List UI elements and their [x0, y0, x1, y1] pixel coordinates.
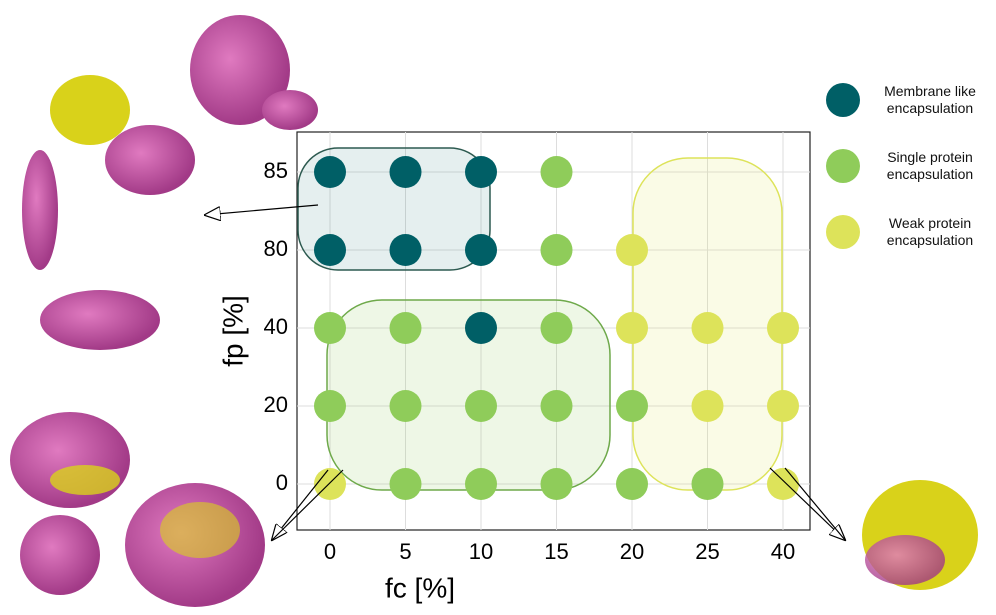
y-tick-label: 20	[264, 392, 288, 417]
point	[314, 468, 346, 500]
point	[390, 234, 422, 266]
point	[541, 312, 573, 344]
point	[314, 390, 346, 422]
y-tick-label: 80	[264, 236, 288, 261]
x-tick-label: 40	[771, 539, 795, 564]
legend-label: Weak protein encapsulation	[860, 215, 996, 249]
point	[465, 234, 497, 266]
x-tick-label: 0	[324, 539, 336, 564]
legend-marker	[826, 149, 860, 183]
point	[465, 468, 497, 500]
point	[314, 234, 346, 266]
legend-label: Single protein encapsulation	[860, 149, 996, 183]
point	[692, 312, 724, 344]
point	[465, 390, 497, 422]
x-tick-label: 5	[399, 539, 411, 564]
y-tick-label: 0	[276, 470, 288, 495]
y-axis-label: fp [%]	[217, 295, 248, 367]
point	[616, 234, 648, 266]
point	[541, 156, 573, 188]
point	[692, 390, 724, 422]
x-tick-label: 15	[544, 539, 568, 564]
point	[767, 468, 799, 500]
legend-marker	[826, 83, 860, 117]
point	[616, 468, 648, 500]
point	[767, 312, 799, 344]
point	[465, 156, 497, 188]
point	[616, 390, 648, 422]
x-tick-label: 25	[695, 539, 719, 564]
x-tick-label: 20	[620, 539, 644, 564]
point	[767, 390, 799, 422]
point	[314, 312, 346, 344]
point	[390, 390, 422, 422]
legend-label: Membrane like encapsulation	[860, 83, 996, 117]
chart: fc [%] fp [%] 0 5 10 15 20 25 40 0 20 40 80 85	[0, 0, 996, 615]
point	[541, 390, 573, 422]
point	[541, 468, 573, 500]
point	[314, 156, 346, 188]
legend-marker	[826, 215, 860, 249]
protein-image-bottom-left	[10, 412, 265, 607]
point	[390, 312, 422, 344]
point	[465, 312, 497, 344]
point	[616, 312, 648, 344]
point	[692, 468, 724, 500]
protein-image-bottom-right	[862, 480, 978, 590]
x-tick-label: 10	[469, 539, 493, 564]
y-tick-label: 85	[264, 158, 288, 183]
figure: fc [%] fp [%] 0 5 10 15 20 25 40 0 20 40 80 85 Memb…	[0, 0, 996, 615]
y-tick-label: 40	[264, 314, 288, 339]
point	[390, 468, 422, 500]
point	[390, 156, 422, 188]
x-axis-label: fc [%]	[385, 572, 455, 603]
point	[541, 234, 573, 266]
